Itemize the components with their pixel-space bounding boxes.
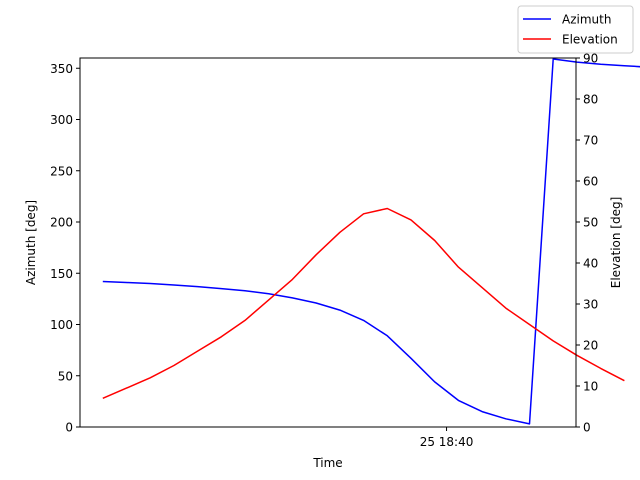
left-y-tick-label: 50 (58, 369, 73, 383)
legend-label-azimuth: Azimuth (562, 13, 611, 27)
left-y-tick-label: 0 (65, 421, 73, 435)
ticks-layer: 0 50 100 150 200 250 300 350 0 10 20 30 40 50 60 70 80 90… (50, 52, 598, 450)
left-y-tick-label: 350 (50, 62, 73, 76)
left-y-tick-label: 150 (50, 267, 73, 281)
right-y-axis-label: Elevation [deg] (609, 197, 623, 289)
left-y-tick-label: 200 (50, 216, 73, 230)
left-y-tick-label: 250 (50, 164, 73, 178)
left-y-axis-label: Azimuth [deg] (24, 200, 38, 285)
legend: Azimuth Elevation (517, 5, 634, 54)
legend-label-elevation: Elevation (562, 33, 618, 47)
series-line-azimuth (102, 58, 640, 425)
left-y-tick-label: 300 (50, 113, 73, 127)
right-y-tick-label: 30 (583, 298, 598, 312)
right-y-tick-label: 60 (583, 175, 598, 189)
x-tick-label: 25 18:40 (420, 435, 474, 449)
x-axis-label: Time (312, 456, 342, 470)
right-y-tick-label: 70 (583, 134, 598, 148)
series-layer (102, 58, 640, 425)
legend-box (517, 5, 634, 54)
right-y-tick-label: 20 (583, 339, 598, 353)
right-y-tick-label: 80 (583, 93, 598, 107)
series-line-elevation (102, 207, 625, 399)
plot-frame (79, 57, 577, 428)
right-y-tick-label: 90 (583, 52, 598, 66)
right-y-tick-label: 0 (583, 421, 591, 435)
right-y-tick-label: 50 (583, 216, 598, 230)
right-y-tick-label: 40 (583, 257, 598, 271)
right-y-tick-label: 10 (583, 380, 598, 394)
left-y-tick-label: 100 (50, 318, 73, 332)
